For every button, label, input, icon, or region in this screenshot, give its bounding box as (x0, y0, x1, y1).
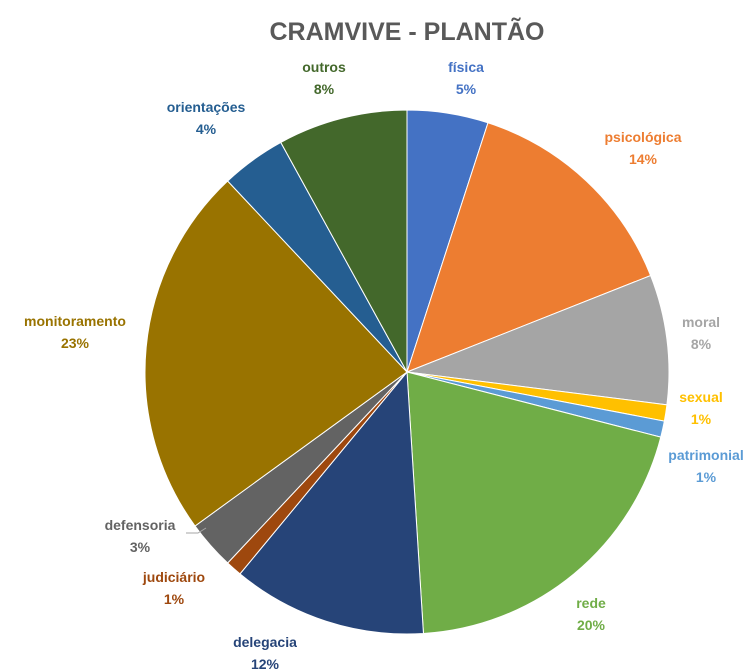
chart-title: CRAMVIVE - PLANTÃO (270, 16, 545, 46)
slice-label-delegacia: delegacia (233, 634, 297, 650)
slice-label-orientacoes: orientações (167, 99, 246, 115)
slice-label-monitoramento: monitoramento (24, 313, 126, 329)
pie-slice-psicologica (406, 122, 652, 373)
pie-slices (144, 109, 670, 635)
slice-percent-delegacia: 12% (251, 656, 280, 672)
slice-percent-monitoramento: 23% (61, 335, 90, 351)
slice-percent-defensoria: 3% (130, 539, 151, 555)
slice-label-psicologica: psicológica (604, 129, 681, 145)
slice-percent-sexual: 1% (691, 411, 712, 427)
pie-slice-delegacia (239, 370, 424, 635)
slice-label-rede: rede (576, 595, 606, 611)
pie-slice-monitoramento (144, 180, 408, 527)
slice-percent-patrimonial: 1% (696, 469, 717, 485)
leader-line-defensoria (186, 527, 207, 534)
slice-percent-orientacoes: 4% (196, 121, 217, 137)
pie-slice-outros (280, 109, 408, 373)
slice-percent-moral: 8% (691, 336, 712, 352)
slice-label-fisica: física (448, 59, 484, 75)
slice-labels: física 5% psicológica 14% moral 8% sexual 1% pat… (24, 59, 744, 672)
leader-lines (186, 527, 207, 534)
slice-label-judiciario: judiciário (142, 569, 205, 585)
slice-percent-outros: 8% (314, 81, 335, 97)
slice-label-patrimonial: patrimonial (668, 447, 743, 463)
slice-percent-psicologica: 14% (629, 151, 658, 167)
pie-slice-rede (406, 371, 662, 635)
slice-percent-fisica: 5% (456, 81, 477, 97)
slice-label-defensoria: defensoria (105, 517, 176, 533)
slice-label-moral: moral (682, 314, 720, 330)
slice-label-sexual: sexual (679, 389, 723, 405)
slice-percent-judiciario: 1% (164, 591, 185, 607)
pie-slice-moral (406, 274, 670, 406)
slice-percent-rede: 20% (577, 617, 606, 633)
slice-label-outros: outros (302, 59, 346, 75)
